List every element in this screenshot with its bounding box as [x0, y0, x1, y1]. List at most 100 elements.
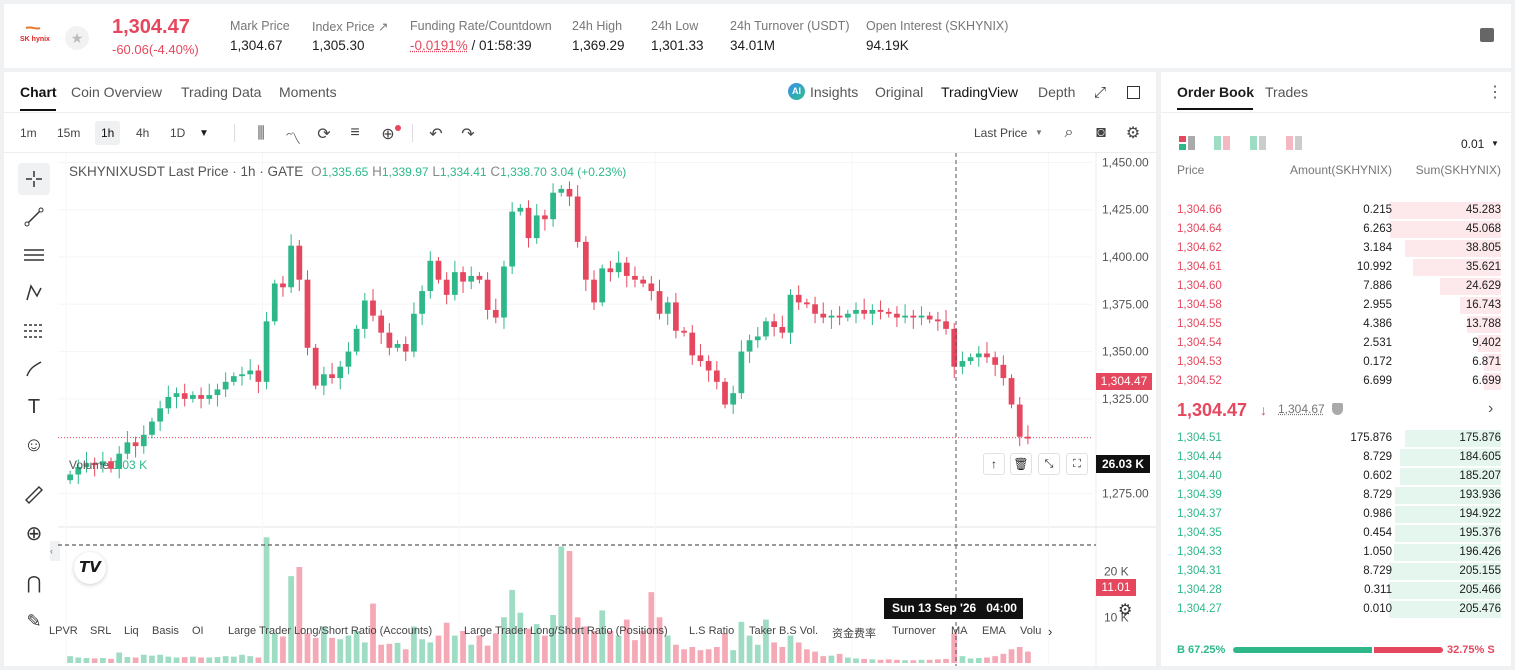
insights-icon[interactable]: AI: [788, 83, 805, 100]
stat-value-text: 1,369.29: [572, 38, 625, 53]
depth-bar: [1394, 544, 1501, 561]
candle-type-icon[interactable]: ⫼: [257, 125, 265, 142]
order-price[interactable]: 1,304.51: [1177, 432, 1222, 444]
undo-icon[interactable]: ↶: [429, 126, 443, 143]
gear-icon[interactable]: ⚙: [1125, 125, 1141, 142]
brush-tool-icon[interactable]: [18, 353, 50, 385]
interval-1m[interactable]: 1m: [20, 126, 37, 140]
tab-moments[interactable]: Moments: [279, 84, 337, 100]
indicator-item[interactable]: L.S Ratio: [689, 625, 735, 637]
view-original[interactable]: Original: [875, 84, 924, 100]
order-price[interactable]: 1,304.55: [1177, 318, 1222, 330]
expand-icon[interactable]: ⤢: [1094, 84, 1107, 101]
volume-bar: [427, 642, 434, 663]
indicator-item[interactable]: EMA: [982, 625, 1006, 637]
indicator-item[interactable]: 资金费率: [832, 628, 876, 640]
tab-trades[interactable]: Trades: [1265, 84, 1309, 100]
order-price[interactable]: 1,304.61: [1177, 261, 1222, 273]
move-up-icon[interactable]: ↑: [983, 453, 1005, 475]
crosshair-tool-icon[interactable]: [18, 163, 50, 195]
indicator-item[interactable]: MA: [951, 625, 968, 637]
order-price[interactable]: 1,304.64: [1177, 223, 1222, 235]
fib-tool-icon[interactable]: [18, 315, 50, 347]
interval-4h[interactable]: 4h: [136, 126, 150, 140]
text-tool-icon[interactable]: T: [27, 395, 41, 418]
order-price[interactable]: 1,304.35: [1177, 527, 1222, 539]
view-insights[interactable]: Insights: [810, 84, 859, 100]
collapse-toolbar-icon[interactable]: ‹: [50, 541, 60, 561]
interval-1h[interactable]: 1h: [95, 121, 121, 145]
indicator-item[interactable]: Large Trader Long/Short Ratio (Accounts): [228, 625, 433, 637]
order-price[interactable]: 1,304.33: [1177, 546, 1222, 558]
order-price[interactable]: 1,304.44: [1177, 451, 1222, 463]
order-price[interactable]: 1,304.53: [1177, 356, 1222, 368]
order-price[interactable]: 1,304.52: [1177, 375, 1222, 387]
search-icon[interactable]: ⌕: [1064, 124, 1074, 141]
order-price[interactable]: 1,304.39: [1177, 489, 1222, 501]
sk-hynix-logo: SK hynix: [18, 26, 52, 46]
view-depth[interactable]: Depth: [1038, 84, 1076, 100]
order-price[interactable]: 1,304.58: [1177, 299, 1222, 311]
trendline-tool-icon[interactable]: [18, 201, 50, 233]
view-both-icon[interactable]: [1179, 136, 1195, 150]
candle-body: [509, 211, 516, 267]
order-price[interactable]: 1,304.60: [1177, 280, 1222, 292]
interval-1D[interactable]: 1D: [170, 126, 186, 140]
more-icon[interactable]: ⋮: [1487, 84, 1503, 101]
price-type-select[interactable]: Last Price: [974, 126, 1028, 140]
zoom-tool-icon[interactable]: ⊕: [25, 522, 43, 545]
order-price[interactable]: 1,304.28: [1177, 584, 1222, 596]
chart-settings-icon[interactable]: ⚙: [1118, 602, 1133, 619]
maximize-pane-icon[interactable]: ⛶: [1066, 453, 1088, 475]
chevron-right-icon[interactable]: ›: [1488, 400, 1494, 417]
order-price[interactable]: 1,304.31: [1177, 565, 1222, 577]
ruler-tool-icon[interactable]: [18, 479, 50, 511]
view-bids-icon[interactable]: [1250, 136, 1266, 150]
order-price[interactable]: 1,304.37: [1177, 508, 1222, 520]
emoji-tool-icon[interactable]: ☺: [23, 433, 45, 456]
notebook-icon[interactable]: [1480, 28, 1494, 42]
indicator-icon[interactable]: 〽: [284, 131, 301, 148]
price-chart[interactable]: 1,450.00 1,425.00 1,400.00 1,375.00 1,350.00…: [58, 153, 1156, 666]
trash-icon[interactable]: 🗑: [1010, 453, 1032, 475]
replay-icon[interactable]: ⟳: [317, 126, 331, 143]
favorite-star-icon[interactable]: ★: [65, 26, 89, 50]
tab-coin-overview[interactable]: Coin Overview: [71, 84, 163, 100]
add-indicator-icon[interactable]: ⊕: [381, 126, 395, 143]
interval-15m[interactable]: 15m: [57, 126, 81, 140]
shield-icon: [1332, 403, 1343, 415]
indicator-item[interactable]: Turnover: [892, 625, 936, 637]
view-asks-icon[interactable]: [1286, 136, 1302, 150]
view-split-icon[interactable]: [1214, 136, 1230, 150]
indicator-item[interactable]: LPVR: [49, 625, 78, 637]
order-price[interactable]: 1,304.54: [1177, 337, 1222, 349]
order-price[interactable]: 1,304.27: [1177, 603, 1222, 615]
indicator-item[interactable]: OI: [192, 625, 204, 637]
redo-icon[interactable]: ↷: [461, 126, 475, 143]
indicator-item[interactable]: Taker B.S Vol.: [749, 625, 819, 637]
pattern-tool-icon[interactable]: [18, 277, 50, 309]
tab-chart[interactable]: Chart: [20, 84, 57, 100]
pencil-tool-icon[interactable]: ✎: [26, 610, 42, 631]
window-icon[interactable]: [1127, 86, 1140, 99]
order-price[interactable]: 1,304.62: [1177, 242, 1222, 254]
horizontal-lines-tool-icon[interactable]: [18, 239, 50, 271]
scroll-right-icon[interactable]: ›: [1048, 624, 1053, 639]
indicator-item[interactable]: SRL: [90, 625, 112, 637]
tab-order-book[interactable]: Order Book: [1177, 84, 1255, 100]
precision-select[interactable]: 0.01: [1461, 137, 1485, 151]
tab-trading-data[interactable]: Trading Data: [181, 84, 262, 100]
order-price[interactable]: 1,304.40: [1177, 470, 1222, 482]
interval-dropdown-icon[interactable]: ▼: [199, 128, 209, 139]
indicator-item[interactable]: Volu: [1020, 625, 1042, 637]
indicator-item[interactable]: Large Trader Long/Short Ratio (Positions…: [464, 625, 668, 637]
indicator-item[interactable]: Basis: [152, 625, 179, 637]
template-icon[interactable]: ≡: [350, 124, 360, 141]
indicator-item[interactable]: Liq: [124, 625, 139, 637]
order-price[interactable]: 1,304.66: [1177, 204, 1222, 216]
view-tradingview[interactable]: TradingView: [941, 84, 1019, 100]
camera-icon[interactable]: ◙: [1096, 124, 1106, 141]
volume-bar: [214, 657, 221, 663]
collapse-pane-icon[interactable]: ⤡: [1038, 453, 1060, 475]
magnet-tool-icon[interactable]: ⋂: [26, 572, 42, 593]
